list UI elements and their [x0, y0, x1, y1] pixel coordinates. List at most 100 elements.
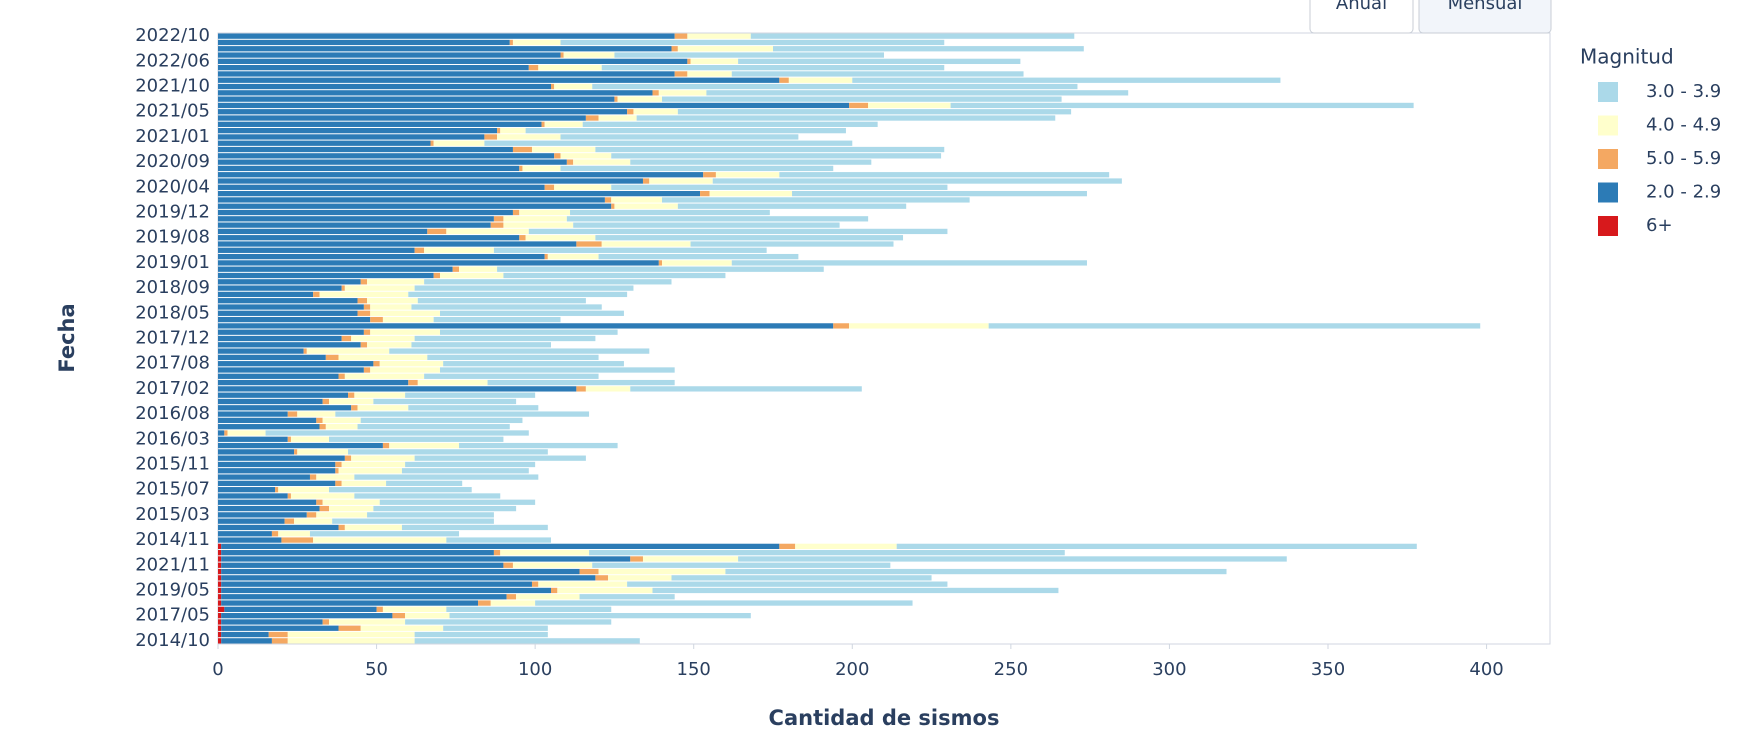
bar: [376, 606, 383, 613]
bar: [218, 209, 513, 216]
bar: [424, 247, 494, 253]
bar: [547, 253, 599, 260]
legend-label[interactable]: 3.0 - 3.9: [1646, 81, 1721, 102]
bar: [414, 455, 586, 461]
bar: [528, 64, 539, 71]
bar: [344, 285, 415, 291]
bar: [351, 335, 415, 342]
bar: [290, 436, 329, 442]
bar: [525, 127, 846, 134]
button-label[interactable]: Mensual: [1448, 0, 1523, 14]
bar: [849, 323, 989, 329]
bar: [218, 46, 672, 52]
bar: [278, 531, 310, 537]
bar: [779, 543, 796, 550]
bar: [360, 417, 523, 424]
bar: [309, 531, 460, 537]
bar: [373, 505, 517, 512]
bar: [265, 430, 529, 436]
bar: [367, 279, 425, 285]
bar: [386, 480, 463, 487]
bar: [563, 52, 615, 58]
bar: [218, 342, 361, 348]
bar: [551, 587, 558, 594]
bar: [370, 304, 412, 310]
y-tick-label: 2019/05: [135, 579, 210, 600]
x-tick-label: 100: [518, 659, 552, 680]
bar: [354, 493, 501, 499]
bar: [316, 512, 368, 518]
bar: [218, 518, 285, 524]
bar: [440, 329, 618, 335]
bar: [484, 140, 853, 146]
legend-swatch[interactable]: [1598, 182, 1618, 203]
bar: [649, 178, 713, 184]
legend-label[interactable]: 4.0 - 4.9: [1646, 115, 1721, 136]
bar: [341, 480, 387, 487]
bar: [662, 96, 1062, 102]
legend-swatch[interactable]: [1598, 82, 1618, 102]
legend-label[interactable]: 6+: [1646, 215, 1673, 236]
bar: [338, 524, 345, 531]
y-tick-label: 2015/07: [135, 479, 210, 500]
button-label[interactable]: Anual: [1336, 0, 1387, 14]
bar: [519, 235, 526, 241]
bar: [433, 272, 440, 279]
bar: [218, 474, 310, 480]
bar: [677, 46, 773, 52]
bar: [446, 228, 529, 235]
bar: [405, 392, 536, 398]
bar: [405, 461, 536, 468]
bar: [443, 361, 624, 367]
bar: [592, 562, 891, 568]
button[interactable]: [1418, 0, 1552, 34]
bar: [512, 209, 520, 216]
x-tick-label: 50: [365, 659, 388, 680]
bar: [218, 436, 288, 442]
bar: [218, 134, 485, 140]
bar: [531, 146, 596, 153]
bar: [218, 417, 317, 424]
legend-swatch[interactable]: [1598, 216, 1618, 236]
bar: [658, 90, 707, 96]
bar: [221, 562, 504, 568]
bar: [630, 386, 862, 392]
bar: [554, 184, 612, 190]
bar: [614, 96, 618, 102]
y-tick-label: 2021/01: [135, 126, 210, 147]
bar: [424, 279, 672, 285]
bar: [512, 146, 532, 153]
legend-label[interactable]: 5.0 - 5.9: [1646, 148, 1721, 169]
bar: [218, 102, 850, 109]
bar: [325, 424, 358, 430]
y-tick-label: 2014/11: [135, 529, 210, 550]
bar: [218, 487, 276, 493]
bar: [341, 335, 352, 342]
bar: [363, 329, 371, 335]
bar: [218, 461, 336, 468]
bar: [357, 298, 368, 304]
bar: [360, 279, 368, 285]
legend-swatch[interactable]: [1598, 115, 1618, 136]
bar: [303, 348, 307, 354]
bar: [589, 550, 1065, 556]
bar: [329, 436, 504, 442]
bar: [218, 71, 675, 77]
x-axis-title: Cantidad de sismos: [769, 706, 1000, 730]
bar: [452, 266, 460, 272]
bar: [363, 367, 371, 373]
y-tick-label: 2016/08: [135, 403, 210, 424]
bar: [227, 430, 266, 436]
bar: [218, 442, 383, 449]
bar: [218, 279, 361, 285]
button[interactable]: [1309, 0, 1414, 34]
bar: [218, 606, 225, 613]
bar: [218, 304, 364, 310]
bar: [218, 121, 542, 127]
bar: [617, 96, 662, 102]
bar: [218, 405, 352, 411]
legend-label[interactable]: 2.0 - 2.9: [1646, 182, 1721, 203]
bar: [500, 127, 526, 134]
legend-swatch[interactable]: [1598, 149, 1618, 169]
bar: [218, 184, 545, 190]
